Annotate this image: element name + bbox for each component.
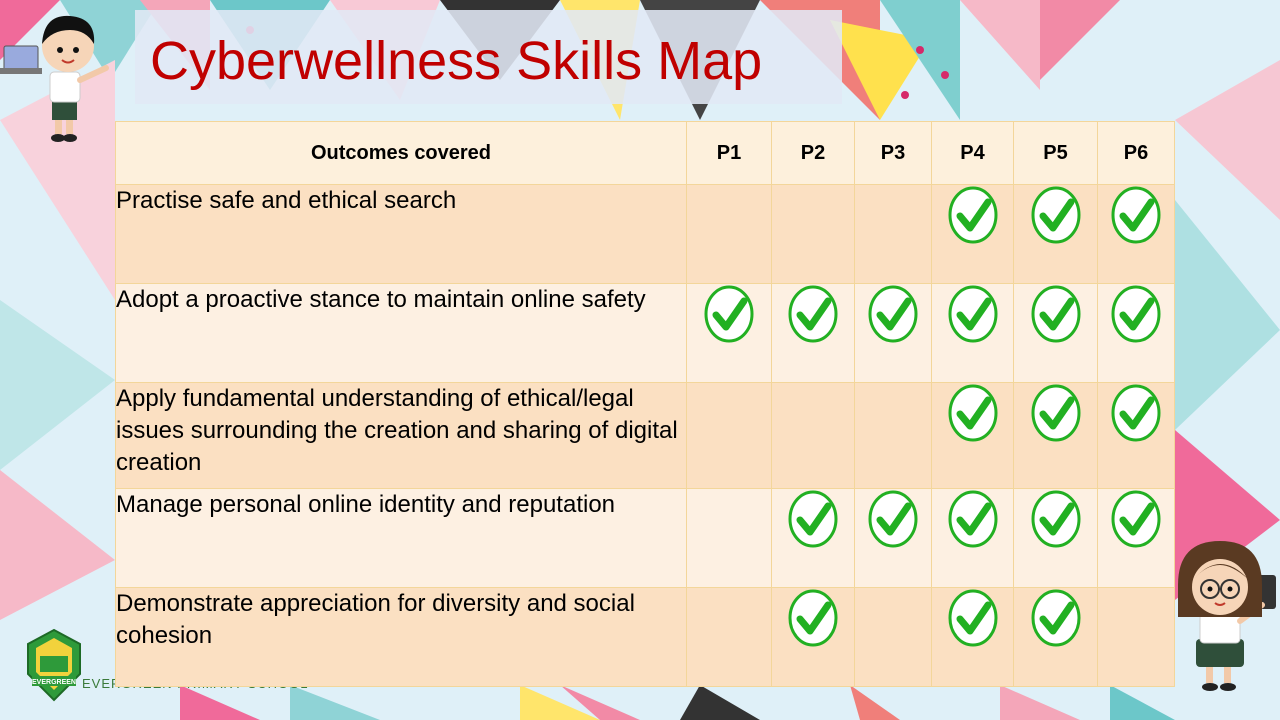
check-cell (1013, 184, 1098, 284)
check-circle-icon (1030, 489, 1082, 549)
check-circle-icon (1110, 284, 1162, 344)
check-cell (1097, 184, 1175, 284)
check-cell (771, 382, 855, 489)
slide-title: Cyberwellness Skills Map (150, 31, 763, 91)
check-cell (854, 382, 932, 489)
check-cell (931, 382, 1014, 489)
level-header-p4: P4 (931, 121, 1014, 185)
check-cell (1097, 382, 1175, 489)
check-circle-icon (947, 284, 999, 344)
check-circle-icon (1110, 185, 1162, 245)
skills-map-table: Outcomes covered P1 P2 P3 P4 P5 P6 Pract… (115, 121, 1175, 687)
check-cell (771, 488, 855, 588)
outcome-text: Adopt a proactive stance to maintain onl… (115, 283, 687, 383)
check-cell (1013, 283, 1098, 383)
check-circle-icon (947, 489, 999, 549)
check-cell (931, 283, 1014, 383)
check-circle-icon (1110, 383, 1162, 443)
table-row: Demonstrate appreciation for diversity a… (115, 587, 1175, 687)
check-cell (854, 488, 932, 588)
outcome-text: Manage personal online identity and repu… (115, 488, 687, 588)
check-circle-icon (787, 284, 839, 344)
table-row: Manage personal online identity and repu… (115, 488, 1175, 588)
check-circle-icon (1030, 588, 1082, 648)
outcome-text: Demonstrate appreciation for diversity a… (115, 587, 687, 687)
check-cell (854, 184, 932, 284)
check-cell (686, 184, 772, 284)
level-header-p2: P2 (771, 121, 855, 185)
check-cell (1097, 587, 1175, 687)
check-cell (686, 488, 772, 588)
check-cell (1097, 488, 1175, 588)
check-cell (771, 184, 855, 284)
level-header-p3: P3 (854, 121, 932, 185)
check-circle-icon (1110, 489, 1162, 549)
table-row: Apply fundamental understanding of ethic… (115, 382, 1175, 489)
check-circle-icon (867, 284, 919, 344)
level-header-p1: P1 (686, 121, 772, 185)
check-cell (1013, 587, 1098, 687)
table-row: Adopt a proactive stance to maintain onl… (115, 283, 1175, 383)
check-cell (931, 488, 1014, 588)
check-circle-icon (703, 284, 755, 344)
table-header-row: Outcomes covered P1 P2 P3 P4 P5 P6 (115, 121, 1175, 185)
check-cell (931, 184, 1014, 284)
girl-with-tablet-icon (1178, 541, 1276, 691)
outcomes-header: Outcomes covered (115, 121, 687, 185)
check-cell (686, 587, 772, 687)
check-circle-icon (947, 185, 999, 245)
check-circle-icon (947, 383, 999, 443)
check-cell (686, 382, 772, 489)
title-panel (135, 10, 842, 104)
check-cell (1097, 283, 1175, 383)
table-row: Practise safe and ethical search (115, 184, 1175, 284)
check-cell (686, 283, 772, 383)
outcome-text: Apply fundamental understanding of ethic… (115, 382, 687, 489)
check-cell (854, 587, 932, 687)
check-circle-icon (1030, 284, 1082, 344)
check-circle-icon (787, 588, 839, 648)
check-circle-icon (787, 489, 839, 549)
level-header-p5: P5 (1013, 121, 1098, 185)
outcome-text: Practise safe and ethical search (115, 184, 687, 284)
school-crest-icon: EVERGREEN (27, 628, 81, 702)
boy-with-laptop-icon (0, 15, 109, 142)
crest-label: EVERGREEN (32, 679, 76, 686)
check-circle-icon (1030, 383, 1082, 443)
check-circle-icon (947, 588, 999, 648)
check-cell (1013, 382, 1098, 489)
check-cell (931, 587, 1014, 687)
check-cell (854, 283, 932, 383)
level-header-p6: P6 (1097, 121, 1175, 185)
check-circle-icon (1030, 185, 1082, 245)
check-cell (771, 283, 855, 383)
check-cell (771, 587, 855, 687)
check-cell (1013, 488, 1098, 588)
check-circle-icon (867, 489, 919, 549)
